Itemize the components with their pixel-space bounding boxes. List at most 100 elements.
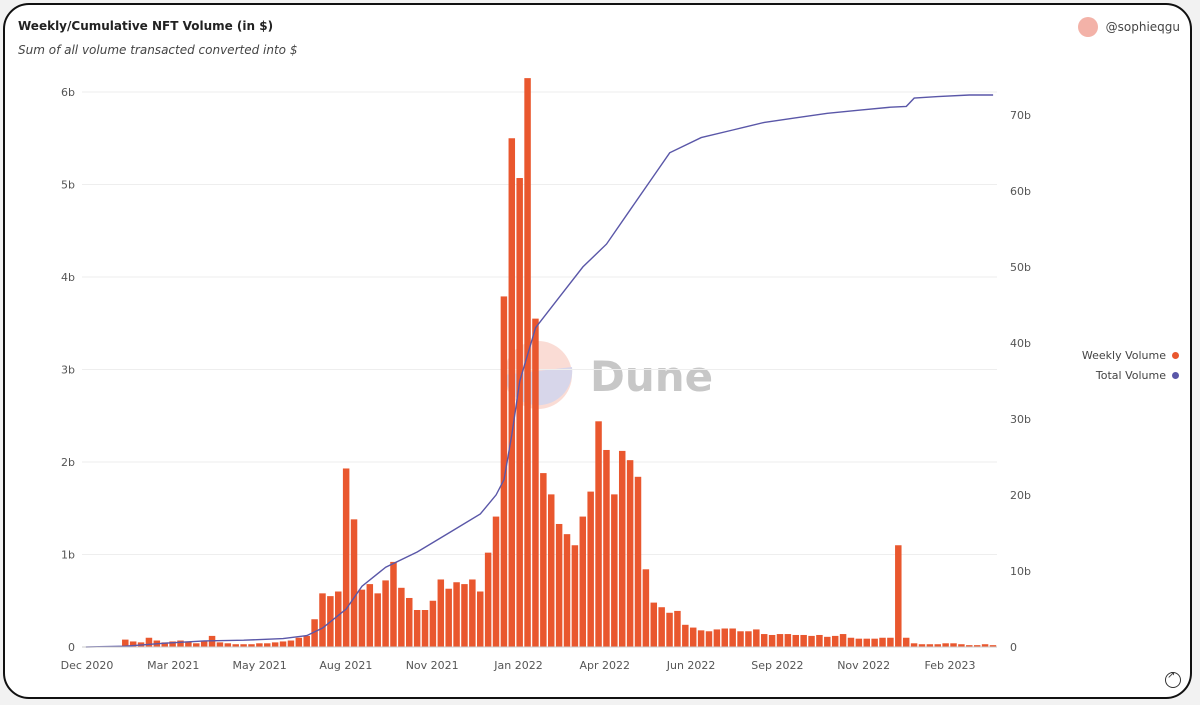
bar (689, 627, 697, 647)
y-left-tick-label: 5b (61, 179, 75, 192)
chart-svg: Dune 0 1b 2b 3b 4b 5b 6b 0 10b 20b 30b 40b 50b 60b 70b D… (61, 78, 1031, 672)
y-right-tick-label: 30b (1010, 413, 1031, 426)
bar (145, 637, 153, 647)
bar (429, 600, 437, 647)
svg-text:Dune: Dune (590, 352, 713, 401)
bar (122, 639, 129, 647)
bar (729, 628, 736, 647)
bar (926, 644, 934, 647)
bar (185, 641, 192, 647)
bar (934, 644, 941, 647)
bar (555, 523, 563, 647)
bar (445, 588, 452, 647)
y-right-tick-label: 50b (1010, 261, 1031, 274)
bar (516, 178, 523, 647)
bar (374, 593, 381, 647)
bar (129, 641, 137, 647)
x-tick-label: Mar 2021 (147, 659, 199, 672)
bar (626, 460, 634, 647)
bar (232, 644, 239, 647)
bar (989, 645, 997, 647)
bar (768, 634, 776, 647)
bar (453, 582, 460, 647)
bar (642, 569, 650, 647)
y-left-tick-label: 0 (68, 641, 75, 654)
bar (216, 642, 224, 647)
bar (571, 545, 579, 647)
bar (421, 610, 429, 647)
legend-total-volume[interactable]: Total Volume (1065, 365, 1179, 385)
bar (500, 296, 508, 647)
expand-icon[interactable] (1165, 670, 1181, 688)
bar (973, 645, 981, 647)
bar (879, 637, 886, 647)
bar (311, 619, 318, 647)
chart-card: Weekly/Cumulative NFT Volume (in $) Sum … (3, 3, 1192, 699)
bar (469, 579, 476, 647)
bar (958, 644, 965, 647)
legend-total-dot (1172, 371, 1179, 379)
bar (887, 637, 894, 647)
chart-subtitle: Sum of all volume transacted converted i… (18, 43, 298, 57)
chart-title: Weekly/Cumulative NFT Volume (in $) (18, 19, 274, 33)
bar (910, 643, 918, 647)
bar (966, 645, 973, 647)
bar (398, 587, 405, 647)
bar (476, 591, 484, 647)
bar (532, 318, 539, 647)
bar (342, 468, 350, 647)
y-left-tick-label: 2b (61, 456, 75, 469)
y-left-tick-label: 6b (61, 86, 75, 99)
bar (603, 449, 610, 647)
bar (390, 561, 397, 647)
bar (650, 602, 658, 647)
bar (547, 494, 555, 647)
bar (484, 552, 492, 647)
bar (737, 631, 744, 647)
bar (437, 579, 445, 647)
bar (618, 450, 626, 647)
bar (161, 642, 168, 647)
bar (950, 643, 957, 647)
y-right-tick-label: 70b (1010, 109, 1031, 122)
legend-weekly-volume[interactable]: Weekly Volume (1065, 345, 1179, 365)
bar (816, 634, 823, 647)
bar (808, 635, 815, 647)
y-left-tick-label: 3b (61, 364, 75, 377)
bar (855, 638, 863, 647)
bar (295, 637, 303, 647)
x-tick-label: Feb 2023 (925, 659, 976, 672)
bar (406, 597, 413, 647)
bar (413, 610, 421, 647)
bar (335, 591, 342, 647)
bar (666, 612, 673, 647)
bar (792, 634, 800, 647)
x-tick-label: Jun 2022 (666, 659, 716, 672)
bar (264, 643, 271, 647)
y-right-tick-label: 20b (1010, 489, 1031, 502)
total-volume-line (85, 94, 994, 648)
bar (682, 624, 689, 647)
bar (200, 641, 208, 647)
y-right-tick-label: 0 (1010, 641, 1017, 654)
bar (492, 516, 500, 647)
bar (776, 634, 784, 647)
bar (358, 589, 366, 647)
bar (563, 534, 571, 647)
bar (579, 516, 587, 647)
bar (177, 640, 184, 647)
bar (674, 610, 681, 647)
bar (721, 628, 729, 647)
bar (193, 643, 200, 647)
author-badge[interactable]: @sophieqgu (1077, 17, 1180, 37)
bar (831, 635, 839, 647)
bar (461, 584, 468, 647)
bar (863, 638, 870, 647)
y-right-tick-label: 40b (1010, 337, 1031, 350)
bar (240, 644, 247, 647)
bar (524, 78, 531, 647)
bar (839, 634, 847, 647)
x-tick-label: May 2021 (232, 659, 286, 672)
bar (248, 644, 255, 647)
bar (540, 473, 547, 647)
